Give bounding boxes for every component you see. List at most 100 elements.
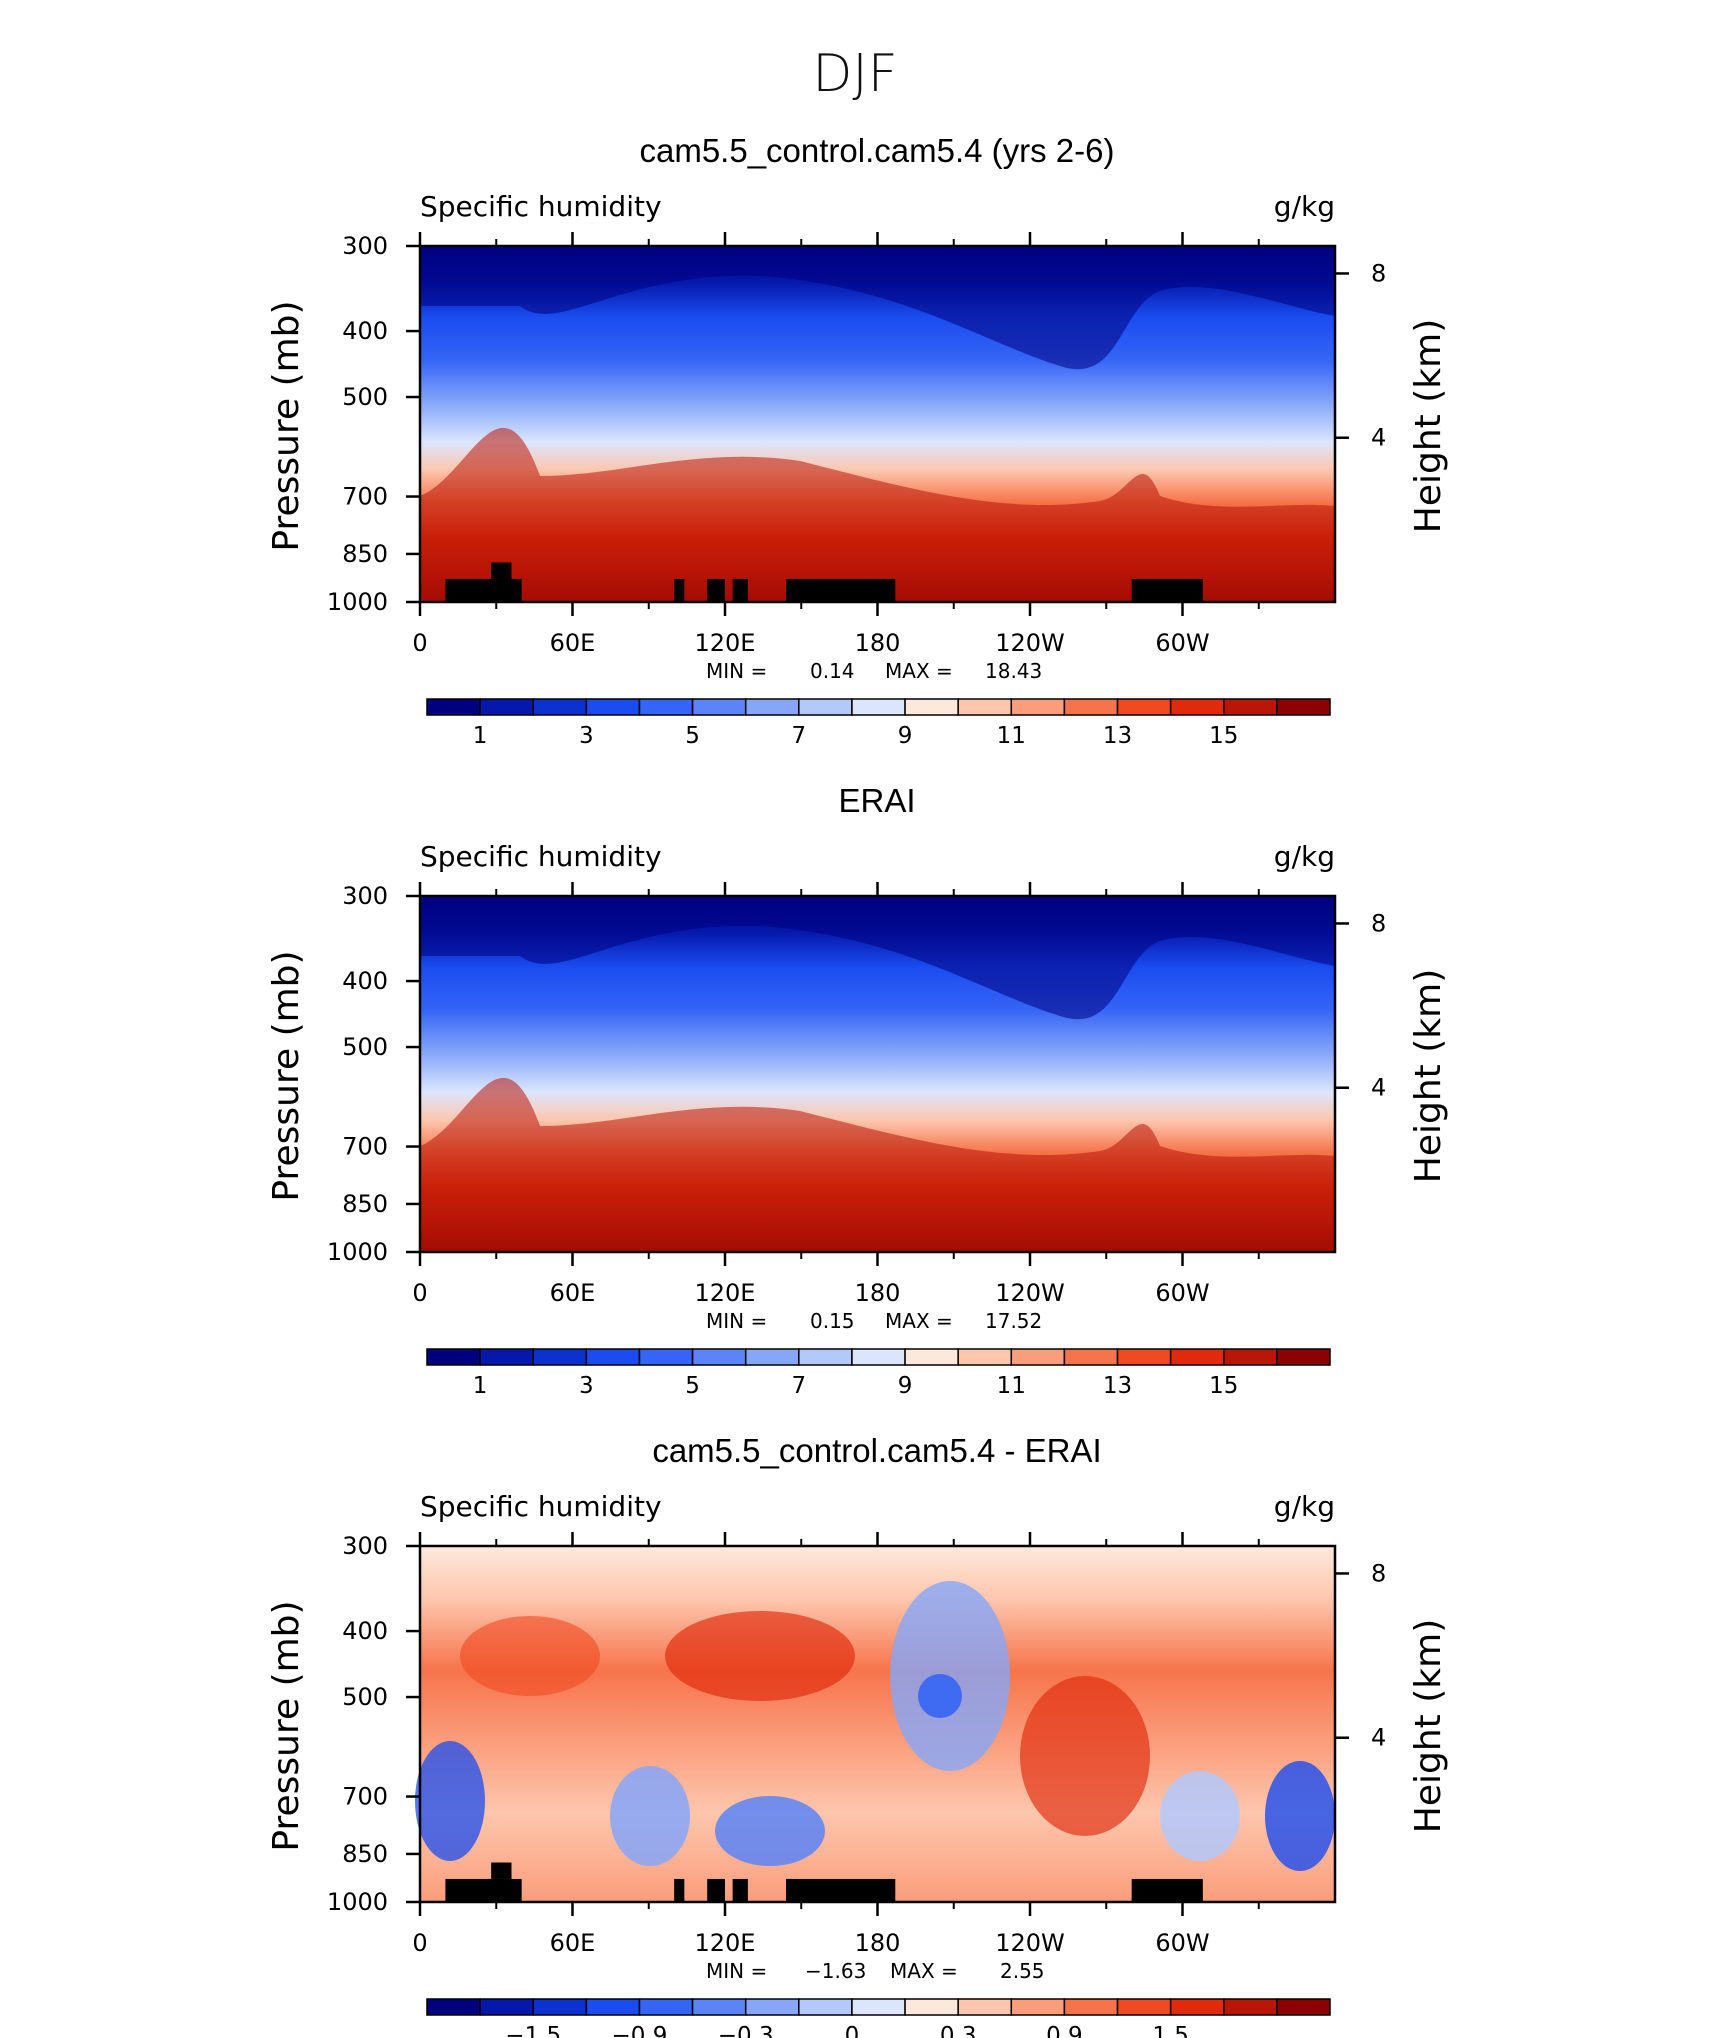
colorbar: 1 3 5 7 9 11 13 15 <box>426 1348 1331 1399</box>
colorbar-swatch <box>798 698 853 716</box>
y-right-tick-label: 4 <box>1371 1074 1386 1102</box>
panel-model: cam5.5_control.cam5.4 (yrs 2-6) Specific… <box>266 132 1449 749</box>
y-tick-label: 700 <box>342 1783 388 1811</box>
x-tick-labels: 0 60E 120E 180 120W 60W <box>412 629 1209 657</box>
x-tick-label: 180 <box>855 1279 901 1307</box>
y-axis-right-label: Height (km) <box>1408 319 1449 533</box>
y-right-tick-label: 4 <box>1371 424 1386 452</box>
colorbar-swatch <box>904 1998 959 2016</box>
colorbar-swatch <box>744 1348 800 1366</box>
y-right-tick-labels: 84 <box>1371 259 1386 451</box>
x-tick-label: 60E <box>550 629 596 657</box>
colorbar-label: 11 <box>997 1373 1026 1399</box>
y-right-tick-label: 8 <box>1371 1559 1386 1587</box>
colorbar-label: 0.9 <box>1046 2023 1083 2038</box>
colorbar-label: 15 <box>1209 1373 1238 1399</box>
colorbar-label: 0 <box>845 2023 860 2038</box>
colorbar-swatch <box>1223 698 1278 716</box>
colorbar-swatch <box>1063 1998 1119 2016</box>
colorbar-swatch <box>691 1348 747 1366</box>
panel-obs: ERAI Specific humidity g/kg Pressure (mb… <box>266 782 1449 1399</box>
colorbar-swatch <box>1223 1998 1278 2016</box>
colorbar-label: 1 <box>473 723 488 749</box>
colorbar-label: −0.9 <box>612 2023 668 2038</box>
colorbar-label: 5 <box>685 1373 700 1399</box>
colorbar-label: 11 <box>997 723 1026 749</box>
variable-label: Specific humidity <box>420 190 662 223</box>
y-axis-right-label: Height (km) <box>1408 1619 1449 1833</box>
max-label: MAX = <box>885 1309 953 1333</box>
units-label: g/kg <box>1274 840 1335 873</box>
plot-area <box>406 1532 1349 1916</box>
colorbar-label: 3 <box>579 723 594 749</box>
colorbar-swatch <box>744 1998 800 2016</box>
colorbar-swatch <box>1169 1348 1225 1366</box>
colorbar-swatch <box>904 1348 959 1366</box>
x-tick-label: 120W <box>995 1929 1065 1957</box>
plot-area <box>406 232 1349 616</box>
colorbar-swatch <box>532 1998 588 2016</box>
colorbar-swatch <box>426 1998 481 2016</box>
y-right-tick-labels: 84 <box>1371 1559 1386 1751</box>
y-tick-label: 850 <box>342 540 388 568</box>
colorbar-swatch <box>904 698 959 716</box>
panel-title: cam5.5_control.cam5.4 (yrs 2-6) <box>639 132 1114 169</box>
topography-mask <box>1131 578 1203 602</box>
topography-mask <box>445 1878 522 1902</box>
colorbar-swatch <box>585 1348 641 1366</box>
y-tick-label: 500 <box>342 1033 388 1061</box>
topography-mask <box>786 578 896 602</box>
min-value: 0.14 <box>810 659 855 683</box>
y-tick-label: 700 <box>342 483 388 511</box>
y-tick-label: 400 <box>342 317 388 345</box>
y-tick-labels: 300 400 500 700 850 1000 <box>327 1532 388 1916</box>
colorbar-label: 0.3 <box>940 2023 977 2038</box>
colorbar-swatch <box>1010 698 1066 716</box>
topography-mask <box>1131 1878 1203 1902</box>
positive-anomaly <box>460 1616 600 1696</box>
colorbar-label: 9 <box>898 1373 913 1399</box>
colorbar-swatch <box>851 1348 906 1366</box>
negative-anomaly <box>715 1796 825 1866</box>
y-right-tick-label: 8 <box>1371 259 1386 287</box>
colorbar-swatch <box>532 698 588 716</box>
min-label: MIN = <box>706 659 767 683</box>
panel-diff: cam5.5_control.cam5.4 - ERAI Specific hu… <box>266 1432 1449 2038</box>
colorbar-swatch <box>585 698 641 716</box>
x-tick-label: 180 <box>855 629 901 657</box>
colorbar-label: 3 <box>579 1373 594 1399</box>
units-label: g/kg <box>1274 190 1335 223</box>
y-tick-label: 1000 <box>327 1238 388 1266</box>
min-value: 0.15 <box>810 1309 855 1333</box>
panel-title: cam5.5_control.cam5.4 - ERAI <box>652 1432 1101 1469</box>
colorbar-swatch <box>851 1998 906 2016</box>
y-tick-labels: 300 400 500 700 850 1000 <box>327 232 388 616</box>
dry-upper-region <box>420 896 1335 1020</box>
colorbar: 1 3 5 7 9 11 13 15 <box>426 698 1331 749</box>
topography-mask <box>707 578 725 602</box>
plot-area <box>406 882 1349 1266</box>
x-tick-label: 60E <box>550 1929 596 1957</box>
topography-mask <box>786 1878 896 1902</box>
y-right-tick-label: 4 <box>1371 1724 1386 1752</box>
negative-anomaly <box>1160 1771 1240 1861</box>
dry-upper-region <box>420 246 1335 370</box>
y-axis-label: Pressure (mb) <box>266 1600 307 1851</box>
x-tick-label: 60W <box>1155 1279 1209 1307</box>
panel-title: ERAI <box>838 782 915 819</box>
y-axis-label: Pressure (mb) <box>266 300 307 551</box>
max-value: 2.55 <box>1000 1959 1045 1983</box>
y-tick-label: 500 <box>342 1683 388 1711</box>
x-tick-label: 120W <box>995 629 1065 657</box>
colorbar-swatch <box>1169 1998 1225 2016</box>
units-label: g/kg <box>1274 1490 1335 1523</box>
max-label: MAX = <box>890 1959 958 1983</box>
colorbar-swatch <box>638 698 694 716</box>
colorbar-swatch <box>638 1348 694 1366</box>
y-tick-label: 1000 <box>327 588 388 616</box>
y-tick-label: 850 <box>342 1190 388 1218</box>
variable-label: Specific humidity <box>420 840 662 873</box>
colorbar-swatch <box>1116 1998 1172 2016</box>
topography-mask <box>674 578 685 602</box>
colorbar-label: 15 <box>1209 723 1238 749</box>
